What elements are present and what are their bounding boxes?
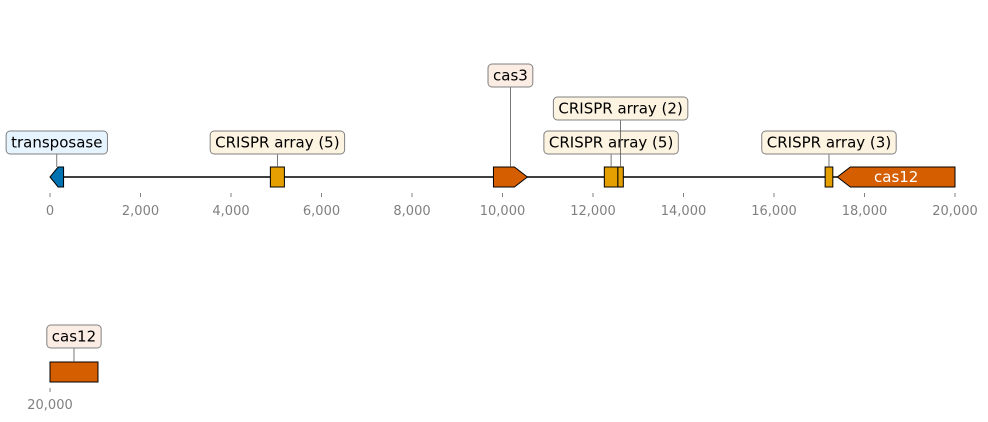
axis-tick-label: 12,000 bbox=[570, 204, 616, 219]
label-box-cas12-cont: cas12 bbox=[46, 324, 102, 349]
label-box-crispr-array-5a: CRISPR array (5) bbox=[209, 130, 346, 155]
feature-cas12-cont bbox=[49, 361, 99, 383]
feature-crispr-array-3 bbox=[824, 166, 834, 188]
axis-tick-label: 6,000 bbox=[303, 204, 340, 219]
feature-label-crispr-array-5a: CRISPR array (5) bbox=[215, 134, 339, 152]
label-box-crispr-array-5b: CRISPR array (5) bbox=[543, 130, 679, 155]
feature-label-crispr-array-2: CRISPR array (2) bbox=[558, 100, 682, 118]
axis-tick-label: 10,000 bbox=[480, 204, 526, 219]
feature-cas3 bbox=[492, 166, 529, 188]
label-box-crispr-array-2: CRISPR array (2) bbox=[552, 96, 689, 121]
label-background bbox=[552, 96, 689, 121]
feature-label-cas12-cont: cas12 bbox=[52, 328, 96, 346]
axis-tick-label: 18,000 bbox=[842, 204, 888, 219]
label-box-transposase: transposase bbox=[5, 130, 108, 155]
feature-label-cas12: cas12 bbox=[874, 168, 918, 186]
axis-tick-label: 0 bbox=[46, 204, 54, 219]
feature-label-cas3: cas3 bbox=[493, 67, 528, 85]
feature-transposase bbox=[49, 166, 65, 188]
axis-tick-label: 4,000 bbox=[212, 204, 249, 219]
axis-tick-label: 20,000 bbox=[27, 398, 73, 413]
label-box-cas3: cas3 bbox=[487, 63, 534, 88]
label-background bbox=[209, 130, 346, 155]
label-box-crispr-array-3: CRISPR array (3) bbox=[761, 130, 897, 155]
label-background bbox=[5, 130, 108, 155]
label-background bbox=[761, 130, 897, 155]
feature-label-transposase: transposase bbox=[11, 134, 102, 152]
axis-tick-label: 20,000 bbox=[932, 204, 978, 219]
track-continuation: 20,000 cas12 bbox=[27, 324, 102, 413]
label-background bbox=[46, 324, 102, 349]
axis-tick-label: 16,000 bbox=[751, 204, 797, 219]
feature-label-crispr-array-5b: CRISPR array (5) bbox=[549, 134, 673, 152]
axis-tick-label: 8,000 bbox=[393, 204, 430, 219]
label-background bbox=[543, 130, 679, 155]
feature-label-crispr-array-3: CRISPR array (3) bbox=[767, 134, 891, 152]
feature-crispr-array-5a bbox=[269, 166, 285, 188]
feature-crispr-array-2 bbox=[617, 166, 624, 188]
feature-cas12 bbox=[836, 166, 956, 188]
track-main: 0 2,000 4,000 6,000 8,000 10,000 12,000 14,000 1… bbox=[5, 63, 978, 219]
label-background bbox=[487, 63, 534, 88]
axis-tick-label: 14,000 bbox=[661, 204, 707, 219]
axis-tick-label: 2,000 bbox=[122, 204, 159, 219]
feature-crispr-array-5b bbox=[603, 166, 619, 188]
